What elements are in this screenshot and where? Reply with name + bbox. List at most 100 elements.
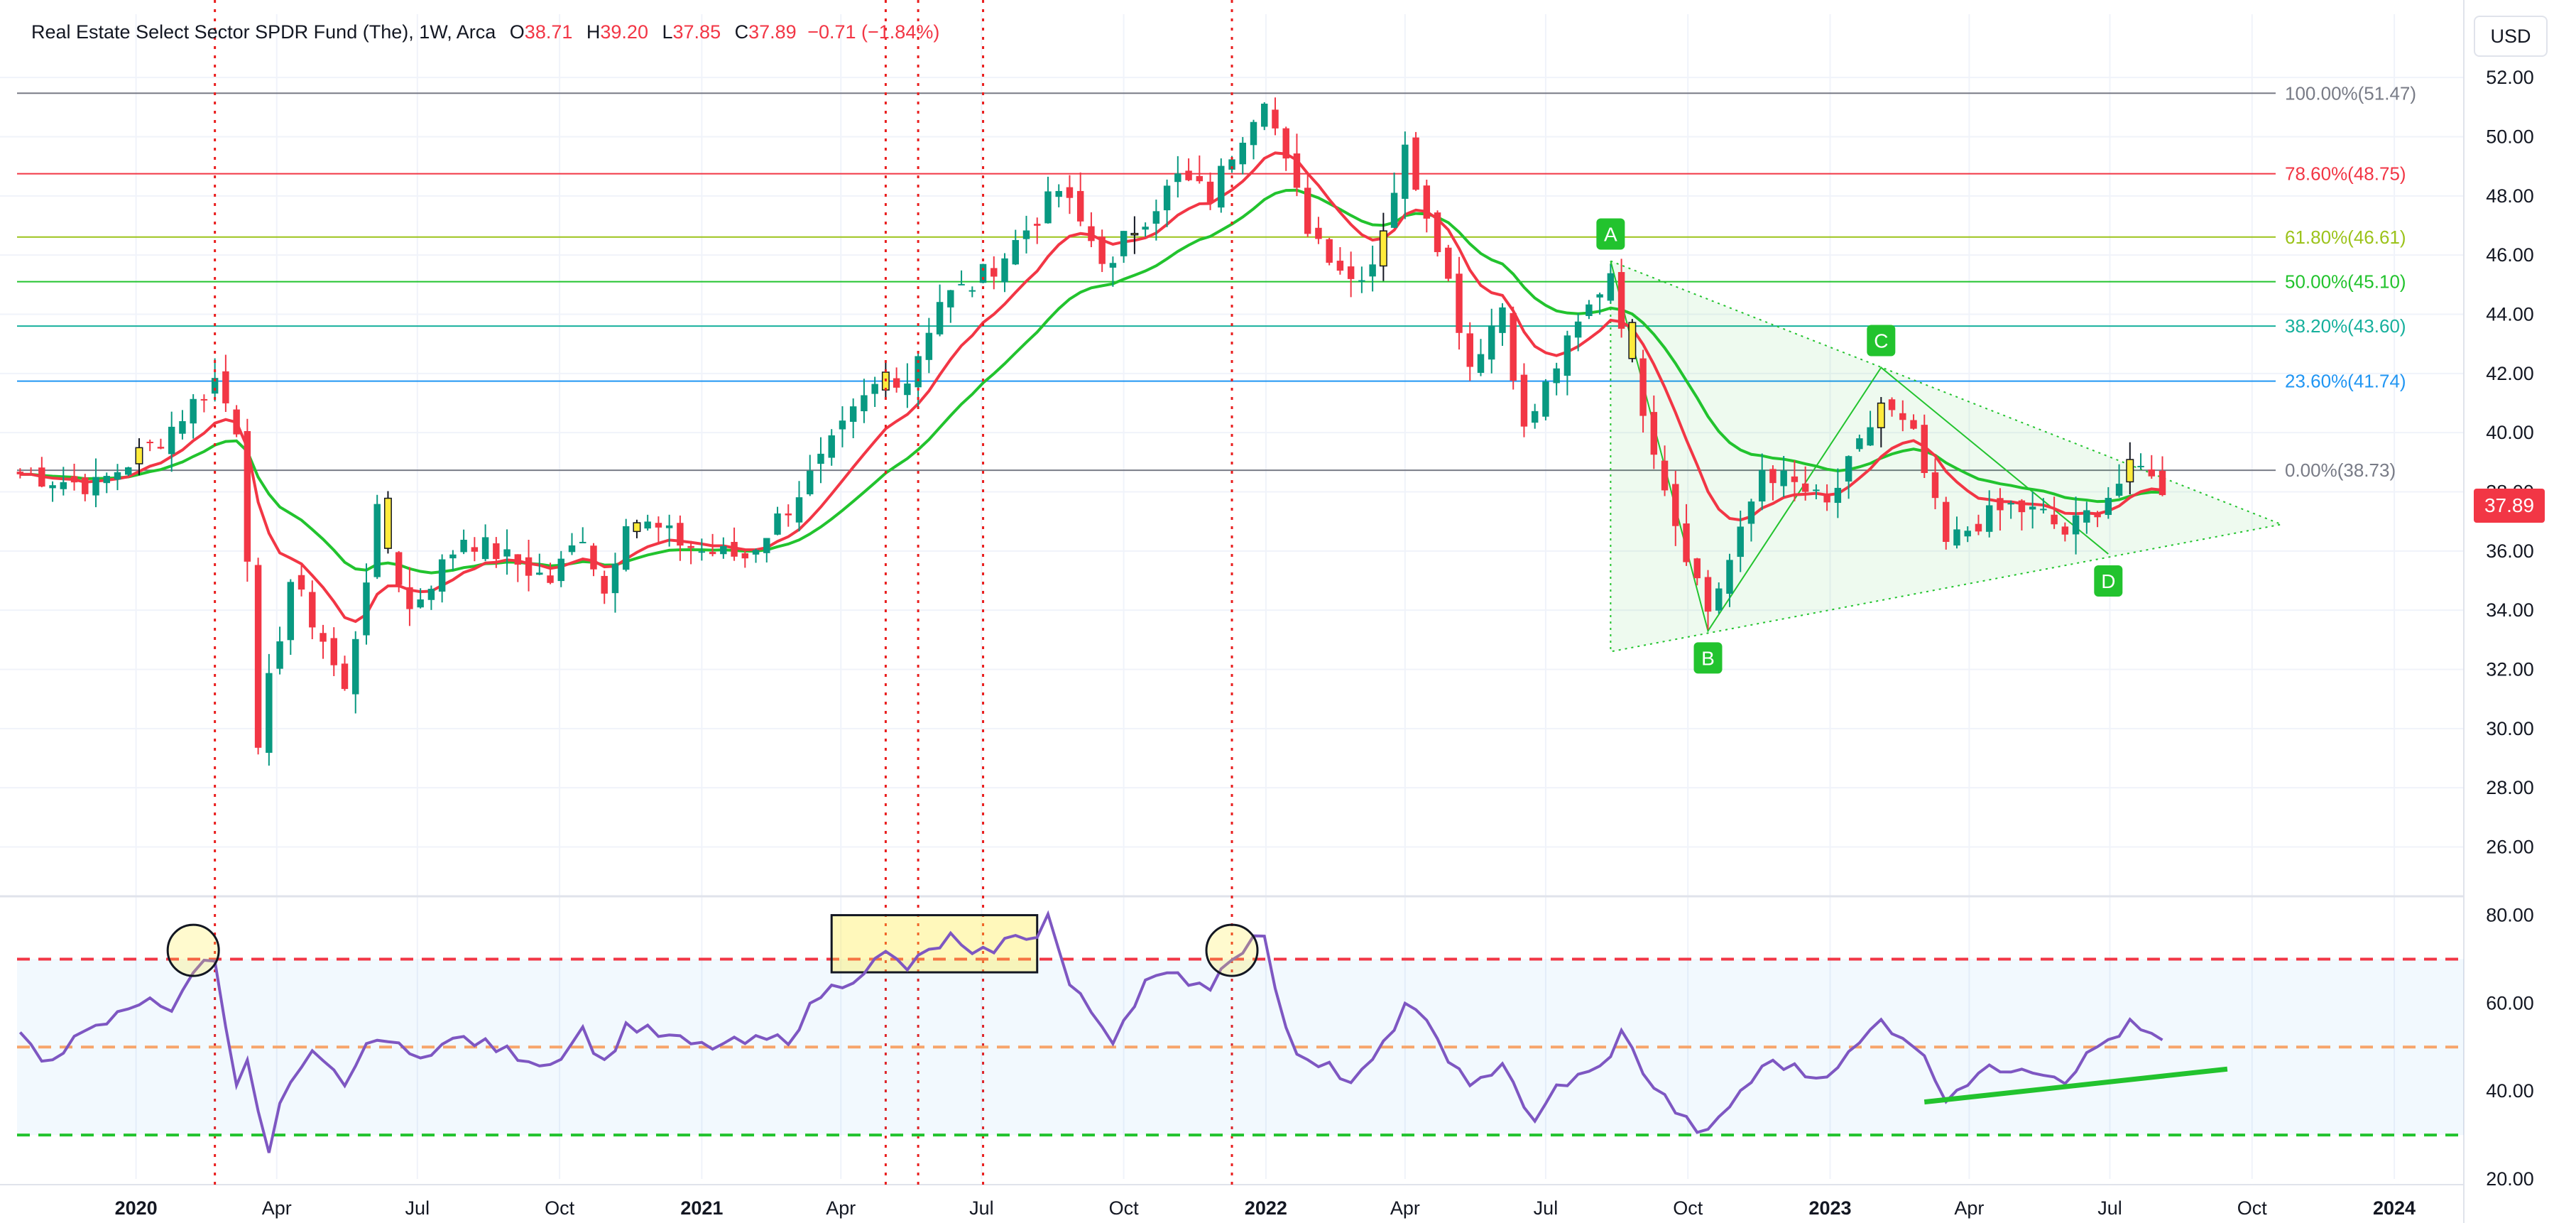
close-label: C (734, 21, 749, 43)
candle-body (2148, 469, 2155, 477)
candle-body (1206, 181, 1214, 202)
candle-body (536, 572, 543, 575)
candle-body (1607, 273, 1615, 301)
candle-body (547, 575, 554, 583)
fib-level-label: 23.60%(41.74) (2285, 371, 2406, 392)
candle-body (731, 542, 738, 557)
symbol-legend: Real Estate Select Sector SPDR Fund (The… (31, 21, 939, 43)
candle-body (1834, 487, 1842, 504)
candle-body (27, 474, 35, 476)
candle-body (1650, 412, 1658, 455)
candle-body (720, 545, 727, 555)
candle-body (1152, 211, 1160, 224)
open-value: 38.71 (524, 21, 573, 43)
candle-body (1726, 560, 1733, 594)
candle-body (763, 538, 770, 553)
candle-body (1683, 523, 1690, 562)
candle-body (320, 633, 327, 642)
candle-body (2029, 506, 2036, 510)
candle-body (2126, 459, 2134, 483)
candle-body (1985, 505, 1993, 532)
currency-button[interactable]: USD (2474, 16, 2548, 57)
candle-body (752, 550, 760, 555)
candle-body (1379, 230, 1387, 267)
candle-body (460, 539, 467, 553)
candle-body (1076, 190, 1084, 222)
candle-body (1661, 460, 1669, 491)
candle-body (1867, 427, 1874, 446)
candle-body (1975, 523, 1982, 532)
candle-body (211, 378, 219, 394)
candle-body (146, 442, 153, 444)
candle-body (579, 541, 586, 543)
time-tick-label: Apr (262, 1197, 292, 1219)
time-tick-label: Jul (2097, 1197, 2122, 1219)
fib-level-label: 50.00%(45.10) (2285, 271, 2406, 293)
price-tick-label: 46.00 (2486, 244, 2534, 266)
high-label: H (586, 21, 601, 43)
candle-body (2018, 500, 2026, 513)
candle-body (1639, 358, 1647, 416)
candle-body (125, 467, 132, 475)
candle-body (2159, 470, 2166, 496)
candle-body (741, 553, 749, 559)
candle-body (1272, 109, 1279, 129)
candle-body (1499, 307, 1506, 333)
candle-body (1715, 588, 1723, 611)
rsi-tick-label: 80.00 (2486, 905, 2534, 926)
candle-body (828, 435, 835, 458)
candle-body (2094, 513, 2101, 518)
candle-body (1586, 304, 1593, 316)
candle-body (633, 522, 641, 533)
candle-body (179, 420, 186, 434)
candle-body (861, 395, 868, 412)
close-value: 37.89 (748, 21, 797, 43)
candle-body (1239, 142, 1246, 165)
candle-body (92, 477, 99, 496)
candle-body (1758, 469, 1766, 502)
candle-body (1261, 103, 1268, 127)
candle-body (1120, 231, 1128, 256)
candle-body (2007, 503, 2014, 505)
time-tick-label: 2024 (2373, 1197, 2416, 1219)
candle-body (1402, 144, 1409, 199)
candle-body (60, 482, 67, 489)
candle-body (1218, 165, 1225, 208)
candle-body (1910, 420, 1917, 429)
fib-level-label: 0.00%(38.73) (2285, 460, 2396, 481)
candle-body (1228, 159, 1235, 170)
abcd-point-badge (1596, 218, 1625, 250)
candle-body (1823, 494, 1830, 503)
candle-body (1066, 187, 1074, 198)
candle-body (254, 565, 262, 748)
fib-level-label: 38.20%(43.60) (2285, 315, 2406, 337)
candle-body (383, 497, 392, 549)
candle-body (1250, 121, 1257, 146)
candle-body (1466, 333, 1473, 367)
candle-body (655, 523, 662, 528)
candle-body (1563, 335, 1571, 376)
candle-body (49, 485, 56, 489)
time-tick-label: Apr (826, 1197, 856, 1219)
candle-body (287, 582, 295, 641)
rsi-highlight-box (830, 914, 1039, 974)
candle-body (1617, 272, 1625, 329)
candle-body (1856, 438, 1863, 450)
time-tick-label: 2020 (115, 1197, 158, 1219)
candle-body (1531, 411, 1539, 423)
price-tick-label: 40.00 (2486, 422, 2534, 443)
candle-body (2105, 498, 2112, 516)
time-tick-label: Oct (545, 1197, 575, 1219)
candle-body (200, 398, 208, 401)
candle-body (1174, 173, 1181, 183)
candle-body (795, 497, 803, 523)
time-tick-label: Jul (969, 1197, 994, 1219)
candle-body (38, 467, 45, 487)
candle-body (2115, 484, 2123, 496)
candle-body (817, 453, 824, 464)
candle-body (665, 525, 673, 528)
candle-body (1845, 456, 1852, 482)
candle-body (363, 582, 370, 636)
time-tick-label: 2022 (1245, 1197, 1287, 1219)
